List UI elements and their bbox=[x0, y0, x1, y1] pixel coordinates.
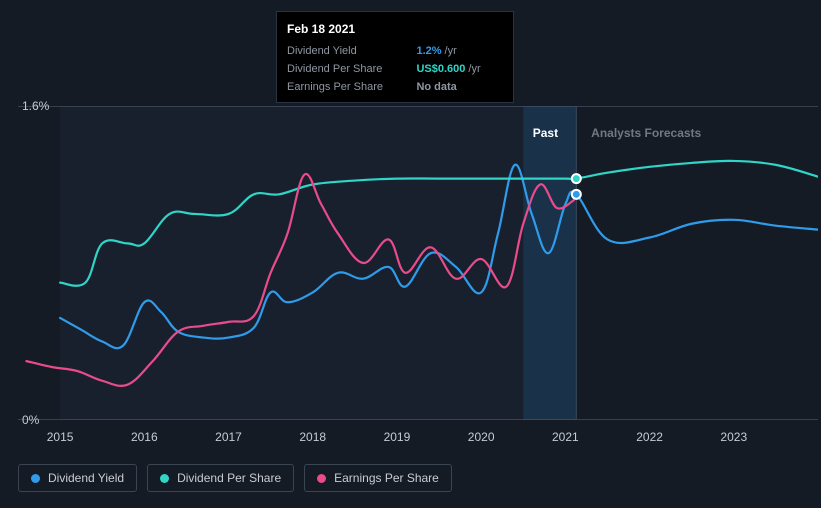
chart-svg[interactable] bbox=[18, 106, 818, 420]
tooltip-row: Dividend Yield1.2%/yr bbox=[287, 42, 503, 60]
forecast-label: Analysts Forecasts bbox=[591, 126, 701, 140]
legend-label: Dividend Per Share bbox=[177, 471, 281, 485]
tooltip-row-value: No data bbox=[416, 78, 503, 96]
tooltip-row-value: US$0.600/yr bbox=[416, 60, 503, 78]
legend-label: Earnings Per Share bbox=[334, 471, 439, 485]
x-axis-label: 2018 bbox=[299, 430, 326, 444]
tooltip-row-value: 1.2%/yr bbox=[416, 42, 503, 60]
tooltip-row-label: Earnings Per Share bbox=[287, 78, 416, 96]
x-axis-label: 2016 bbox=[131, 430, 158, 444]
tooltip: Feb 18 2021 Dividend Yield1.2%/yrDividen… bbox=[276, 11, 514, 103]
dividend_per_share-marker bbox=[572, 174, 581, 183]
legend-item[interactable]: Dividend Yield bbox=[18, 464, 137, 492]
x-axis-label: 2021 bbox=[552, 430, 579, 444]
legend-dot-icon bbox=[317, 474, 326, 483]
legend-item[interactable]: Dividend Per Share bbox=[147, 464, 294, 492]
tooltip-row: Earnings Per ShareNo data bbox=[287, 78, 503, 96]
tooltip-row-label: Dividend Per Share bbox=[287, 60, 416, 78]
legend-item[interactable]: Earnings Per Share bbox=[304, 464, 452, 492]
y-axis-label: 0% bbox=[22, 413, 39, 427]
legend-dot-icon bbox=[160, 474, 169, 483]
x-axis-label: 2020 bbox=[468, 430, 495, 444]
x-axis-label: 2017 bbox=[215, 430, 242, 444]
y-axis-label: 1.6% bbox=[22, 99, 49, 113]
x-axis-label: 2015 bbox=[47, 430, 74, 444]
legend-dot-icon bbox=[31, 474, 40, 483]
x-axis-label: 2023 bbox=[720, 430, 747, 444]
x-axis-label: 2022 bbox=[636, 430, 663, 444]
legend-label: Dividend Yield bbox=[48, 471, 124, 485]
chart-area: 0%1.6% 201520162017201820192020202120222… bbox=[18, 106, 818, 420]
dividend_yield-marker bbox=[572, 190, 581, 199]
tooltip-date: Feb 18 2021 bbox=[287, 18, 503, 42]
x-axis-label: 2019 bbox=[384, 430, 411, 444]
tooltip-row-label: Dividend Yield bbox=[287, 42, 416, 60]
legend: Dividend Yield Dividend Per Share Earnings… bbox=[18, 464, 452, 492]
past-label: Past bbox=[533, 126, 558, 140]
tooltip-row: Dividend Per ShareUS$0.600/yr bbox=[287, 60, 503, 78]
